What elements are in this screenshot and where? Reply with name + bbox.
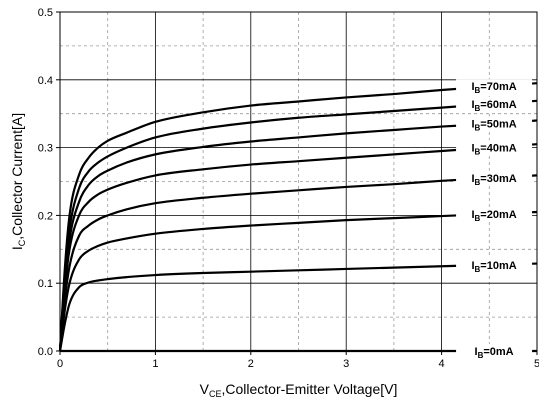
x-tick-label: 3 — [343, 358, 349, 370]
series-line — [58, 262, 538, 352]
y-axis-title-main: I — [9, 246, 25, 250]
x-axis-title-main: V — [200, 381, 210, 397]
curve-label-bg — [456, 206, 533, 222]
curve-label: IB=60mA — [471, 99, 516, 113]
curve-label-bg — [456, 116, 533, 132]
series-line — [58, 174, 538, 352]
curve-label: IB=50mA — [471, 119, 516, 133]
y-tick-label: 0.2 — [38, 210, 53, 222]
curve-label-bg — [456, 170, 533, 186]
y-axis-title-rest: ,Collector Current[A] — [9, 113, 25, 240]
x-axis-ticks: 0 1 2 3 4 5 — [57, 351, 539, 370]
y-tick-label: 0.5 — [38, 7, 53, 19]
y-tick-label: 0.1 — [38, 278, 53, 290]
curve-label-bg — [456, 140, 533, 156]
y-tick-label: 0.0 — [38, 346, 53, 358]
series-line — [58, 119, 538, 352]
series-layer — [58, 82, 538, 353]
curve-label-bg — [456, 79, 533, 95]
x-tick-label: 5 — [534, 358, 539, 370]
series-line — [58, 143, 538, 352]
curve-label: IB=0mA — [475, 346, 514, 360]
y-tick-label: 0.3 — [38, 143, 53, 155]
curve-label: IB=10mA — [471, 260, 516, 274]
curve-label-bg — [456, 96, 533, 112]
major-grid — [60, 12, 537, 351]
series-line — [58, 210, 538, 352]
curve-label: IB=40mA — [471, 142, 516, 156]
y-axis-title-sub: C — [17, 239, 27, 246]
x-axis-title-sub: CE — [209, 389, 222, 399]
curve-label-bg — [456, 344, 533, 359]
curve-label: IB=70mA — [471, 81, 516, 95]
series-line — [58, 82, 538, 352]
x-axis-title-rest: ,Collector-Emitter Voltage[V] — [222, 381, 398, 397]
curve-label-bg — [456, 257, 533, 273]
x-tick-label: 1 — [152, 358, 158, 370]
x-tick-label: 4 — [439, 358, 445, 370]
y-axis-ticks: 0.0 0.1 0.2 0.3 0.4 0.5 — [38, 7, 60, 358]
curve-label: IB=20mA — [471, 209, 516, 223]
curve-labels: IB=70mA IB=60mA IB=50mA IB=40mA IB=30mA IB=20… — [456, 79, 533, 360]
x-tick-label: 2 — [248, 358, 254, 370]
y-axis-title: IC,Collector Current[A] — [9, 113, 27, 250]
x-axis-title: VCE,Collector-Emitter Voltage[V] — [200, 381, 398, 399]
series-line — [58, 99, 538, 352]
x-tick-label: 0 — [57, 358, 63, 370]
y-tick-label: 0.4 — [38, 75, 53, 87]
curve-label: IB=30mA — [471, 173, 516, 187]
